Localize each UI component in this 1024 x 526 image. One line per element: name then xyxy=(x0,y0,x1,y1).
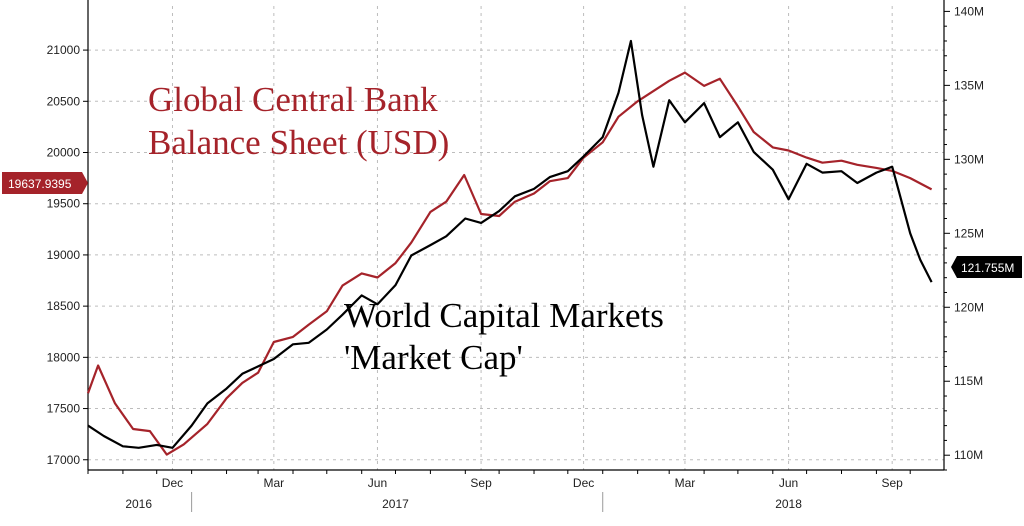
axes xyxy=(87,0,945,471)
left-tick-label: 18000 xyxy=(47,350,81,364)
left-tick-label: 21000 xyxy=(47,43,81,57)
last-value-tag-left-shape xyxy=(2,172,88,194)
last-value-tag-right: 121.755M xyxy=(951,256,1022,278)
x-month-label: Sep xyxy=(470,476,492,490)
right-tick-label: 115M xyxy=(954,374,983,388)
right-tick-label: 120M xyxy=(954,300,984,314)
x-month-label: Dec xyxy=(162,476,183,490)
x-axis-ticks: Dec Mar Jun Sep Dec Mar Jun Sep 2016 2017 2018 xyxy=(87,470,911,512)
right-tick-label: 130M xyxy=(954,152,984,166)
series-lines xyxy=(86,39,933,456)
annotation-central-bank-line1: Global Central Bank xyxy=(148,80,438,119)
right-tick-label: 110M xyxy=(954,448,983,462)
right-tick-label: 140M xyxy=(954,4,984,18)
left-tick-label: 20500 xyxy=(47,94,81,108)
x-month-label: Jun xyxy=(779,476,798,490)
last-value-tag-right-shape xyxy=(951,256,1022,278)
left-tick-label: 20000 xyxy=(47,146,81,160)
last-value-tag-right-text: 121.755M xyxy=(961,261,1014,275)
left-tick-label: 18500 xyxy=(47,299,81,313)
annotation-central-bank-line2: Balance Sheet (USD) xyxy=(148,123,449,162)
left-tick-label: 19000 xyxy=(47,248,81,262)
right-axis-ticks: 110M 115M 120M 125M 130M 135M 140M xyxy=(944,4,984,471)
x-month-label: Sep xyxy=(882,476,904,490)
left-axis-ticks: 17000 17500 18000 18500 19000 19500 20000 20500… xyxy=(47,43,88,467)
left-tick-label: 17500 xyxy=(47,402,81,416)
last-value-tag-left: 19637.9395 xyxy=(2,172,88,194)
grid-lines xyxy=(88,6,944,470)
series-line-central-bank xyxy=(86,71,933,456)
series-line-market-cap xyxy=(87,39,933,449)
right-tick-label: 135M xyxy=(954,78,984,92)
left-tick-label: 17000 xyxy=(47,453,81,467)
x-month-label: Mar xyxy=(264,476,285,490)
x-year-label: 2017 xyxy=(382,497,409,511)
x-year-label: 2018 xyxy=(775,497,802,511)
annotation-markets-line2: 'Market Cap' xyxy=(344,338,523,377)
x-year-label: 2016 xyxy=(125,497,152,511)
right-tick-label: 125M xyxy=(954,226,984,240)
x-month-label: Mar xyxy=(675,476,696,490)
annotation-markets-line1: World Capital Markets xyxy=(344,296,664,335)
x-month-label: Jun xyxy=(368,476,387,490)
left-tick-label: 19500 xyxy=(47,197,81,211)
x-month-label: Dec xyxy=(573,476,594,490)
last-value-tag-left-text: 19637.9395 xyxy=(8,177,72,191)
